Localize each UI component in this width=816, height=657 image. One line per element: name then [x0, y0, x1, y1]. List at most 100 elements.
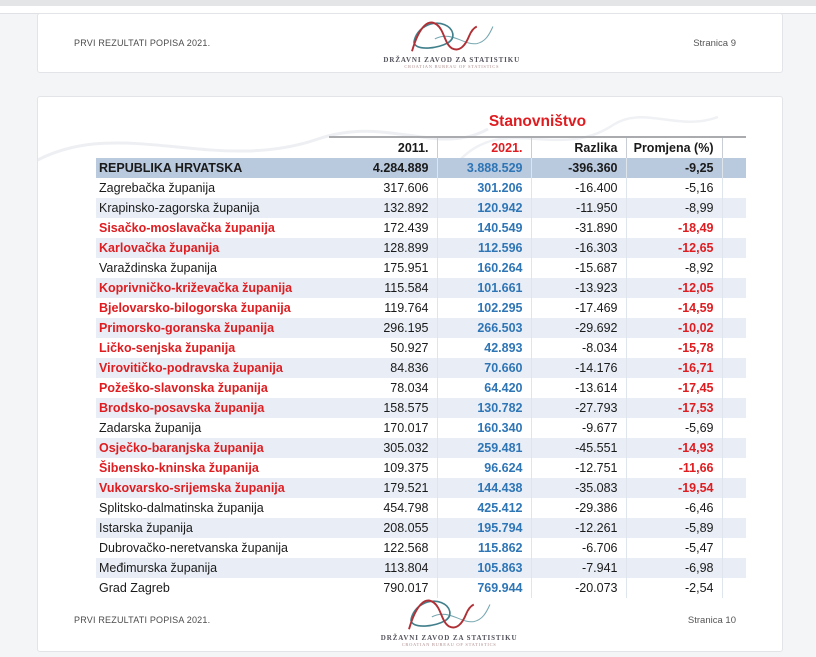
value-2021: 102.295 — [437, 298, 532, 318]
table-row: Sisačko-moslavačka županija 172.439 140.… — [96, 218, 746, 238]
value-2021: 112.596 — [437, 238, 532, 258]
value-promjena: -17,53 — [626, 398, 723, 418]
page-10-footer: PRVI REZULTATI POPISA 2021. DRŽAVNI ZAVO… — [38, 594, 782, 648]
county-name: Šibensko-kninska županija — [99, 461, 259, 475]
value-2021: 64.420 — [437, 378, 532, 398]
column-header-promjena: Promjena (%) — [626, 136, 723, 158]
value-2021: 96.624 — [437, 458, 532, 478]
table-row: Brodsko-posavska županija 158.575 130.78… — [96, 398, 746, 418]
value-razlika: -11.950 — [531, 198, 627, 218]
row-tail-cell — [722, 358, 746, 378]
value-2011: 115.584 — [329, 278, 438, 298]
value-2011: 790.017 — [329, 578, 438, 598]
value-promjena: -5,16 — [626, 178, 723, 198]
table-row: Zadarska županija 170.017 160.340 -9.677… — [96, 418, 746, 438]
value-promjena: -15,78 — [626, 338, 723, 358]
value-2011: 208.055 — [329, 518, 438, 538]
row-tail-cell — [722, 298, 746, 318]
value-promjena: -5,47 — [626, 538, 723, 558]
dzs-logo: DRŽAVNI ZAVOD ZA STATISTIKU CROATIAN BUR… — [381, 594, 518, 648]
row-tail-cell — [722, 498, 746, 518]
value-promjena: -19,54 — [626, 478, 723, 498]
value-promjena: -6,46 — [626, 498, 723, 518]
table-row: Splitsko-dalmatinska županija 454.798 42… — [96, 498, 746, 518]
total-value-promjena: -9,25 — [626, 158, 723, 178]
browser-top-strip — [0, 0, 816, 6]
county-name: Brodsko-posavska županija — [99, 401, 265, 415]
total-tail-cell — [722, 158, 746, 178]
value-promjena: -11,66 — [626, 458, 723, 478]
value-razlika: -45.551 — [531, 438, 627, 458]
value-promjena: -12,05 — [626, 278, 723, 298]
value-razlika: -12.751 — [531, 458, 627, 478]
row-tail-cell — [722, 538, 746, 558]
row-tail-cell — [722, 238, 746, 258]
table-row: Zagrebačka županija 317.606 301.206 -16.… — [96, 178, 746, 198]
report-title-left: PRVI REZULTATI POPISA 2021. — [74, 38, 211, 48]
county-name: Dubrovačko-neretvanska županija — [99, 541, 288, 555]
table-title: Stanovništvo — [488, 113, 587, 130]
table-row: Istarska županija 208.055 195.794 -12.26… — [96, 518, 746, 538]
county-name: Osječko-baranjska županija — [99, 441, 264, 455]
value-promjena: -5,69 — [626, 418, 723, 438]
value-razlika: -17.469 — [531, 298, 627, 318]
value-2011: 119.764 — [329, 298, 438, 318]
table-row: Virovitičko-podravska županija 84.836 70… — [96, 358, 746, 378]
row-tail-cell — [722, 478, 746, 498]
page-9-footer-band: PRVI REZULTATI POPISA 2021. DRŽAVNI ZAVO… — [37, 13, 783, 73]
county-name: Koprivničko-križevačka županija — [99, 281, 293, 295]
value-2021: 259.481 — [437, 438, 532, 458]
value-promjena: -8,92 — [626, 258, 723, 278]
value-2021: 769.944 — [437, 578, 532, 598]
value-2011: 84.836 — [329, 358, 438, 378]
row-tail-cell — [722, 458, 746, 478]
county-name: Ličko-senjska županija — [99, 341, 236, 355]
table-row: Vukovarsko-srijemska županija 179.521 14… — [96, 478, 746, 498]
table-row: Bjelovarsko-bilogorska županija 119.764 … — [96, 298, 746, 318]
table-row: Krapinsko-zagorska županija 132.892 120.… — [96, 198, 746, 218]
value-2021: 120.942 — [437, 198, 532, 218]
org-name-english: CROATIAN BUREAU OF STATISTICS — [404, 64, 500, 70]
value-razlika: -6.706 — [531, 538, 627, 558]
county-name: Istarska županija — [99, 521, 193, 535]
value-2021: 70.660 — [437, 358, 532, 378]
value-razlika: -27.793 — [531, 398, 627, 418]
value-razlika: -15.687 — [531, 258, 627, 278]
row-tail-cell — [722, 438, 746, 458]
value-2021: 42.893 — [437, 338, 532, 358]
county-name: Sisačko-moslavačka županija — [99, 221, 275, 235]
org-name: DRŽAVNI ZAVOD ZA STATISTIKU — [380, 633, 518, 642]
county-name: Međimurska županija — [99, 561, 218, 575]
page-number-10: Stranica 10 — [687, 614, 736, 626]
org-name-english: CROATIAN BUREAU OF STATISTICS — [401, 641, 497, 647]
census-table: 2011. 2021. Razlika Promjena (%) REPUBLI… — [96, 136, 746, 598]
value-razlika: -16.303 — [531, 238, 627, 258]
county-name: Splitsko-dalmatinska županija — [99, 501, 264, 515]
value-2011: 305.032 — [329, 438, 438, 458]
table-row: Požeško-slavonska županija 78.034 64.420… — [96, 378, 746, 398]
page-number-9: Stranica 9 — [693, 37, 736, 49]
value-2011: 454.798 — [329, 498, 438, 518]
value-2011: 78.034 — [329, 378, 438, 398]
value-2021: 160.340 — [437, 418, 532, 438]
county-name: Zadarska županija — [99, 421, 202, 435]
value-promjena: -17,45 — [626, 378, 723, 398]
value-razlika: -29.692 — [531, 318, 627, 338]
value-2021: 130.782 — [437, 398, 532, 418]
table-row: Dubrovačko-neretvanska županija 122.568 … — [96, 538, 746, 558]
county-name: Karlovačka županija — [99, 241, 220, 255]
value-promjena: -14,59 — [626, 298, 723, 318]
row-tail-cell — [722, 518, 746, 538]
dzs-logo: DRŽAVNI ZAVOD ZA STATISTIKU CROATIAN BUR… — [383, 16, 520, 70]
value-2011: 128.899 — [329, 238, 438, 258]
value-2011: 296.195 — [329, 318, 438, 338]
row-tail-cell — [722, 258, 746, 278]
county-name: Primorsko-goranska županija — [99, 321, 275, 335]
total-value-2011: 4.284.889 — [329, 158, 438, 178]
value-razlika: -9.677 — [531, 418, 627, 438]
value-2011: 122.568 — [329, 538, 438, 558]
column-header-razlika: Razlika — [531, 136, 627, 158]
page-10: Stanovništvo 2011. 2021. Razlika Promjen… — [37, 96, 783, 652]
report-title-left: PRVI REZULTATI POPISA 2021. — [74, 615, 211, 626]
total-value-2021: 3.888.529 — [437, 158, 532, 178]
